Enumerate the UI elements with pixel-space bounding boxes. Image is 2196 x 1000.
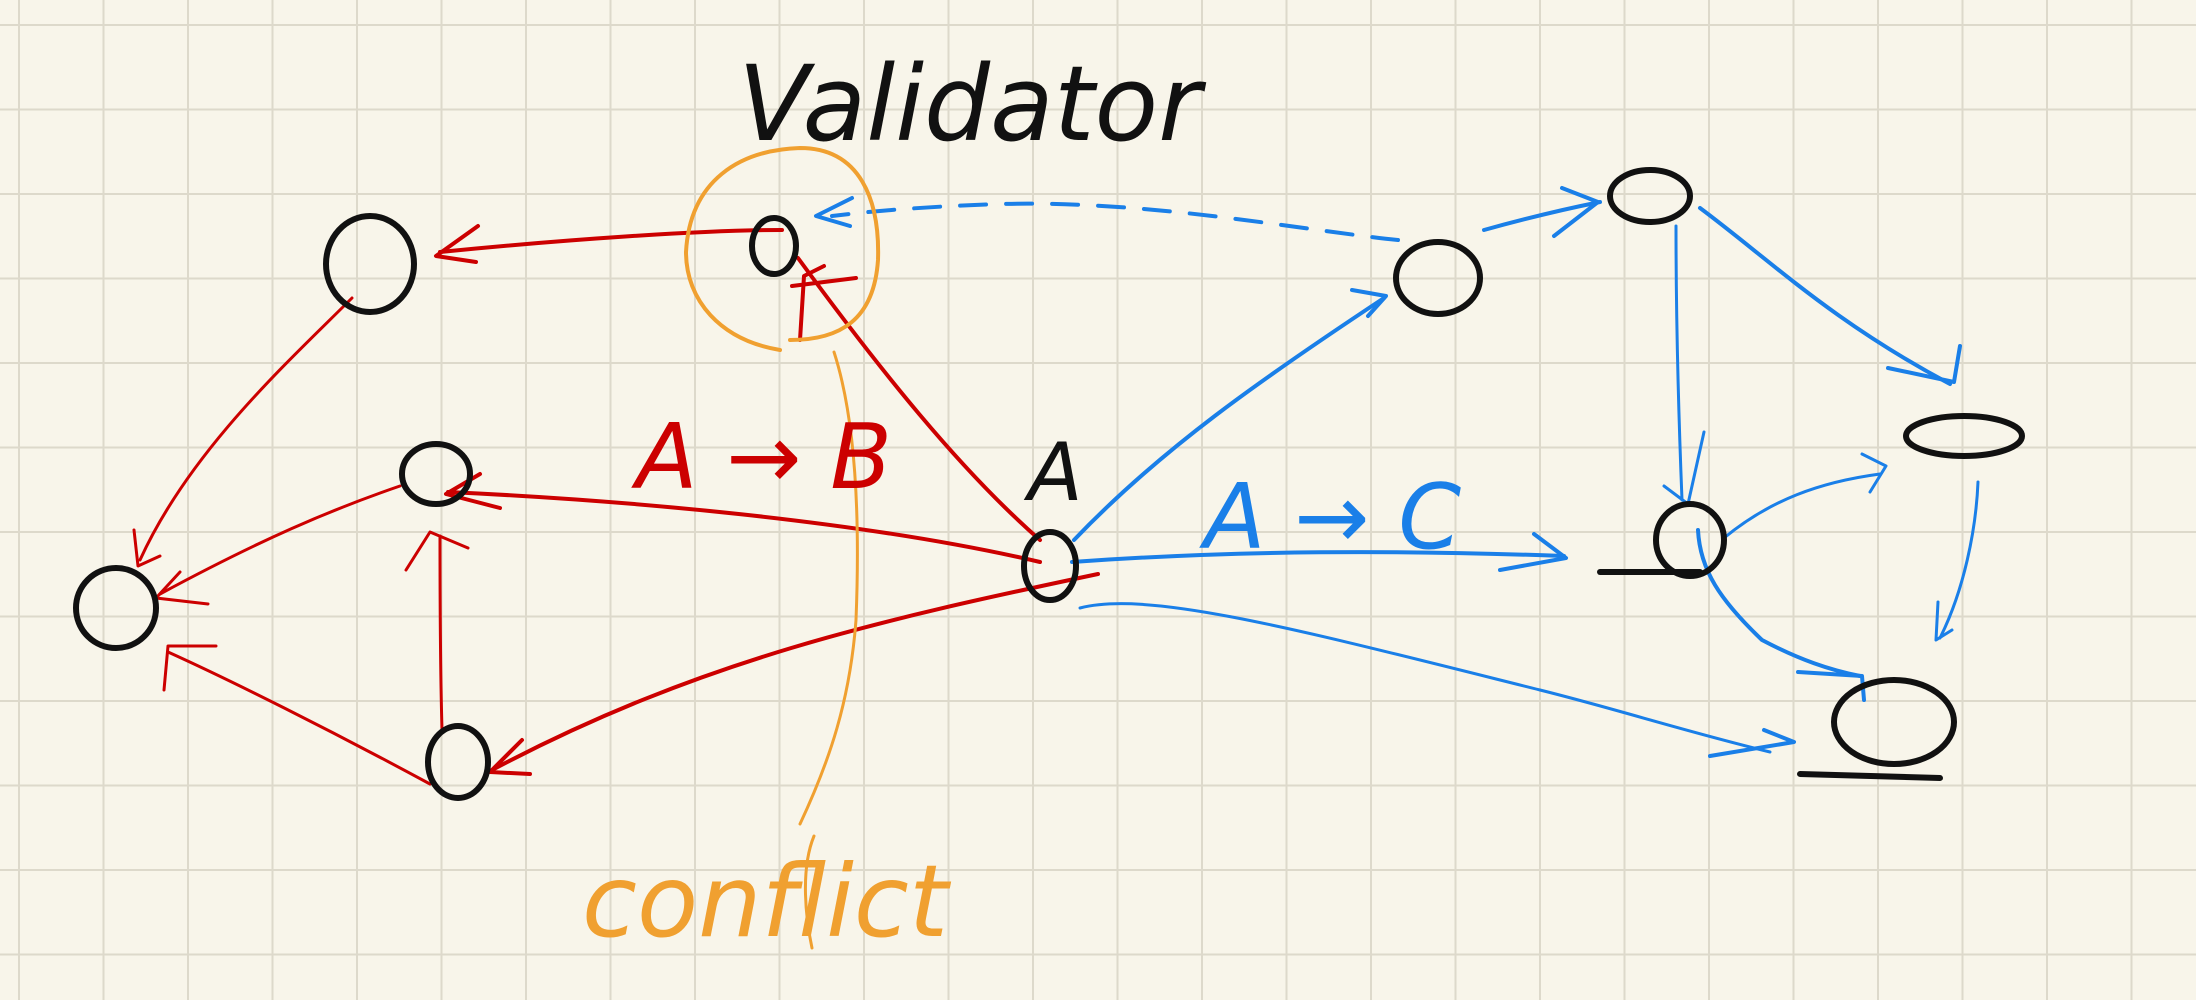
edge-a-to-midtop <box>1072 296 1386 542</box>
node-farleft <box>73 565 159 651</box>
arrowhead-rightmid <box>1498 532 1568 572</box>
edge-rightmid-to-farright <box>1722 472 1882 540</box>
validator-highlight <box>684 146 881 950</box>
node-bottom-right-base <box>1797 771 1943 781</box>
arrowhead-farleft-top <box>132 528 162 568</box>
validator-label: Validator <box>738 43 1207 165</box>
arrowhead-farleft-mid <box>154 570 210 606</box>
node-mid-top <box>1393 239 1483 317</box>
conflict-label: conflict <box>582 843 952 960</box>
node-a <box>1021 529 1079 603</box>
arrowhead-farright <box>1886 344 1962 384</box>
red-edge-label: A → B <box>631 405 892 510</box>
arrowhead-farright-low <box>1860 452 1888 494</box>
node-a-label: A <box>1023 426 1083 519</box>
edge-llm-to-farleft <box>166 650 432 786</box>
node-top-right <box>1607 167 1693 225</box>
arrowhead-topleft <box>434 224 480 264</box>
edge-llm-to-ulm <box>438 534 444 732</box>
edge-a-to-ulm <box>446 490 1042 564</box>
blue-edge-label: A → C <box>1199 465 1461 570</box>
node-right-mid <box>1653 501 1727 579</box>
node-validator <box>749 215 799 277</box>
conflict-pointer-2 <box>803 834 816 950</box>
node-topleft <box>323 213 417 315</box>
edge-midtop-to-topright <box>1482 200 1602 232</box>
arrowhead-midtop <box>1350 288 1388 318</box>
edge-a-to-bottomright <box>1078 602 1772 754</box>
edge-rightmid-to-bottomright <box>1696 528 1862 678</box>
arrowhead-ulm <box>444 472 502 510</box>
edge-topright-to-farright <box>1698 206 1952 386</box>
arrowhead-bottomright <box>1708 728 1796 758</box>
arrowhead-validator <box>814 196 854 228</box>
nodes <box>73 167 2025 801</box>
validator-red-mark <box>790 264 858 342</box>
arrowhead-rightmid-top <box>1662 430 1706 506</box>
edge-validator-to-a <box>796 256 1042 542</box>
node-bottom-right <box>1831 677 1957 767</box>
arrowhead-llm <box>488 738 532 776</box>
arrowhead-topright <box>1552 186 1600 238</box>
validator-circle <box>684 146 881 352</box>
node-far-right <box>1903 413 2025 459</box>
edge-ulm-to-farleft <box>158 484 402 596</box>
edge-dashed-to-validator <box>830 201 1400 242</box>
edge-topleft-to-farleft <box>138 296 354 562</box>
edge-validator-to-topleft <box>438 228 784 254</box>
arrowhead-bottomright-right <box>1934 600 1954 642</box>
edge-topright-to-rightmid <box>1674 224 1684 502</box>
red-edges <box>132 224 1100 786</box>
edge-a-to-rightmid <box>1070 550 1566 564</box>
edge-farright-to-bottomright <box>1938 480 1980 640</box>
node-lower-left-mid <box>425 723 491 801</box>
arrowhead-farleft-low <box>162 644 218 692</box>
edge-a-to-llm <box>490 572 1100 772</box>
conflict-pointer <box>798 350 859 826</box>
node-upper-left-mid <box>399 441 473 507</box>
arrowhead-ulm-up <box>404 530 470 572</box>
blue-edges <box>814 186 1980 758</box>
arrowhead-bottomright-top <box>1796 670 1866 702</box>
